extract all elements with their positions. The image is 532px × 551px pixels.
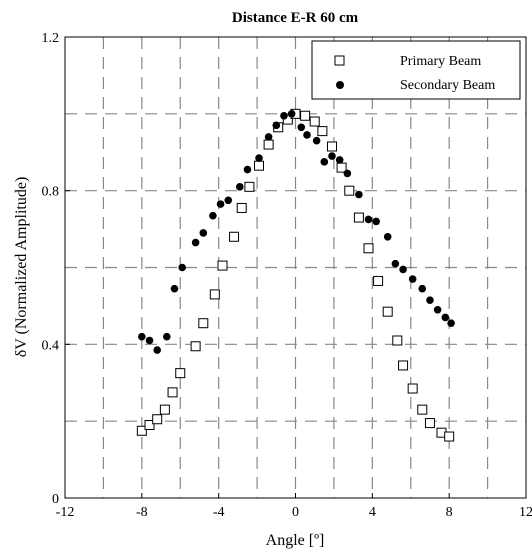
data-point-primary-beam: [244, 181, 255, 192]
data-point-primary-beam: [254, 160, 265, 171]
data-point-primary-beam: [444, 431, 455, 442]
legend-box: [311, 40, 521, 100]
data-point-primary-beam: [398, 360, 409, 371]
legend-marker-primary-beam: [334, 55, 345, 66]
x-tick-label: 0: [292, 505, 299, 520]
data-point-secondary-beam: [178, 263, 186, 272]
data-point-primary-beam: [282, 114, 293, 125]
legend-label-primary-beam: Primary Beam: [400, 54, 481, 69]
data-point-secondary-beam: [255, 154, 263, 162]
data-point-secondary-beam: [426, 296, 434, 304]
data-point-primary-beam: [217, 260, 228, 271]
data-point-secondary-beam: [399, 265, 407, 274]
series-primary-beam: [136, 108, 455, 442]
data-point-secondary-beam: [272, 121, 281, 130]
x-tick-label: -12: [56, 505, 75, 520]
data-point-primary-beam: [309, 116, 320, 127]
data-point-primary-beam: [167, 387, 178, 398]
data-point-primary-beam: [300, 110, 311, 121]
data-point-primary-beam: [344, 185, 355, 196]
y-tick-label: 0.4: [42, 338, 60, 353]
data-point-secondary-beam: [153, 346, 161, 354]
data-point-primary-beam: [152, 414, 163, 425]
data-point-secondary-beam: [224, 196, 233, 205]
data-point-secondary-beam: [328, 152, 336, 160]
data-point-secondary-beam: [447, 319, 455, 328]
data-point-secondary-beam: [287, 110, 296, 118]
data-point-primary-beam: [159, 404, 170, 415]
data-point-primary-beam: [392, 335, 403, 346]
y-tick-label: 1.2: [42, 31, 60, 46]
data-point-secondary-beam: [418, 284, 427, 293]
data-point-secondary-beam: [364, 215, 373, 224]
data-point-primary-beam: [136, 425, 147, 436]
data-point-secondary-beam: [433, 305, 442, 314]
data-point-secondary-beam: [343, 169, 352, 178]
data-point-secondary-beam: [355, 190, 363, 199]
legend-label-secondary-beam: Secondary Beam: [400, 78, 495, 93]
data-point-primary-beam: [424, 418, 435, 429]
data-point-primary-beam: [263, 139, 274, 150]
data-point-primary-beam: [407, 383, 418, 394]
y-axis-label: δV (Normalized Amplitude): [13, 177, 30, 358]
data-point-secondary-beam: [235, 183, 244, 191]
data-point-secondary-beam: [170, 284, 179, 293]
data-series: [136, 108, 455, 442]
legend: Primary Beam Secondary Beam: [311, 40, 521, 100]
data-point-primary-beam: [175, 368, 186, 379]
data-point-secondary-beam: [243, 165, 252, 174]
data-point-secondary-beam: [163, 332, 171, 341]
data-point-secondary-beam: [441, 313, 450, 322]
data-point-primary-beam: [363, 243, 374, 254]
data-point-primary-beam: [190, 341, 201, 352]
data-point-primary-beam: [209, 289, 220, 300]
chart-title: Distance E-R 60 cm: [232, 10, 359, 26]
data-point-secondary-beam: [335, 156, 344, 164]
x-tick-label: -4: [213, 505, 225, 520]
data-point-secondary-beam: [145, 336, 154, 345]
x-tick-label: -8: [136, 505, 148, 520]
data-point-secondary-beam: [191, 238, 200, 247]
data-point-primary-beam: [317, 126, 328, 137]
data-point-secondary-beam: [383, 232, 392, 241]
data-point-secondary-beam: [320, 158, 329, 166]
data-point-secondary-beam: [408, 275, 417, 283]
data-point-secondary-beam: [264, 133, 273, 141]
series-secondary-beam: [138, 110, 455, 354]
data-point-primary-beam: [229, 231, 240, 242]
data-point-secondary-beam: [391, 259, 400, 268]
data-point-primary-beam: [417, 404, 428, 415]
data-point-secondary-beam: [138, 332, 146, 341]
data-point-primary-beam: [373, 275, 384, 286]
data-point-secondary-beam: [297, 123, 306, 132]
legend-marker-secondary-beam: [336, 81, 344, 89]
x-tick-label: 12: [519, 505, 532, 520]
data-point-secondary-beam: [199, 229, 208, 237]
y-tick-label: 0: [52, 492, 59, 507]
data-point-secondary-beam: [280, 111, 288, 120]
data-point-primary-beam: [326, 141, 337, 152]
axis-ticks: -12 -8 -4 0 4 8 12 0 0.4 0.8 1.2: [42, 31, 532, 520]
x-tick-label: 4: [369, 505, 376, 520]
data-point-secondary-beam: [303, 131, 311, 139]
data-point-primary-beam: [198, 318, 209, 329]
data-point-secondary-beam: [209, 211, 217, 220]
x-axis-label: Angle [º]: [266, 532, 325, 549]
data-point-primary-beam: [353, 212, 364, 223]
data-point-secondary-beam: [312, 136, 321, 145]
y-tick-label: 0.8: [42, 185, 60, 200]
data-point-primary-beam: [144, 420, 155, 431]
data-point-primary-beam: [382, 306, 393, 317]
data-point-secondary-beam: [372, 217, 380, 226]
data-point-primary-beam: [236, 202, 247, 213]
data-point-secondary-beam: [216, 200, 225, 208]
x-tick-label: 8: [446, 505, 453, 520]
